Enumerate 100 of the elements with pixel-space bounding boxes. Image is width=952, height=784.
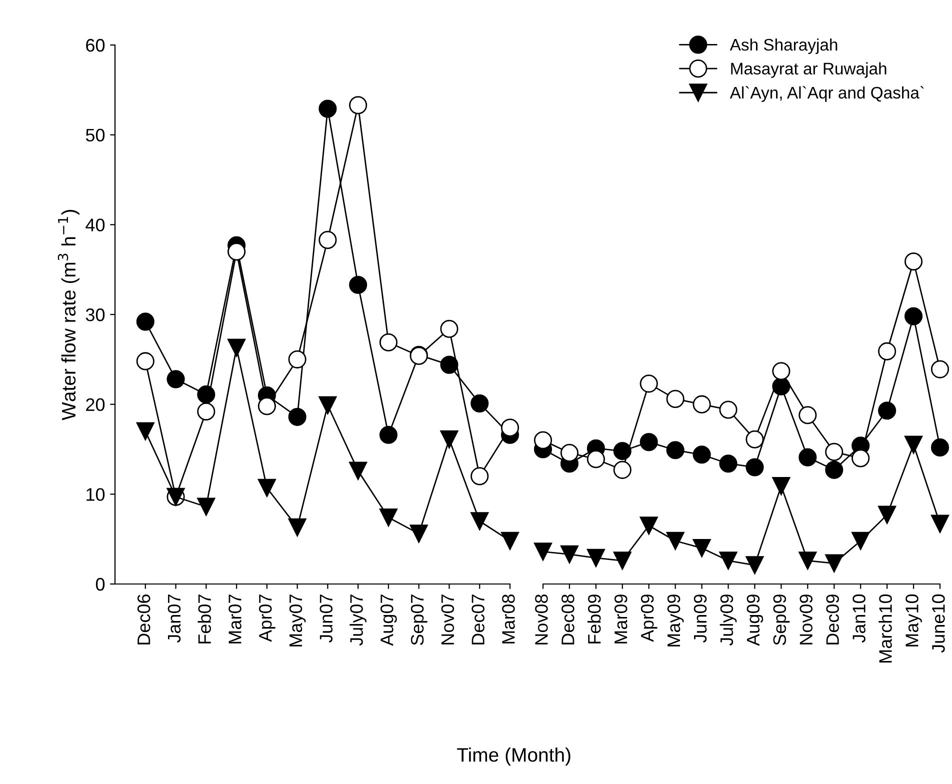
point [318, 396, 337, 414]
point [692, 446, 711, 464]
point [825, 460, 844, 479]
point [878, 402, 896, 420]
point [258, 478, 276, 497]
x-axis-title: Time (Month) [457, 747, 570, 766]
point [746, 556, 764, 574]
point [640, 433, 658, 452]
y-tick-label: 60 [86, 38, 105, 52]
point [288, 408, 306, 426]
point [288, 518, 306, 536]
point [692, 395, 711, 414]
point [825, 554, 844, 572]
x-tick-label: Apr09 [640, 594, 658, 642]
point [692, 539, 711, 558]
x-tick-label: Aug07 [380, 594, 397, 646]
point [228, 338, 246, 357]
legend-label: Al`Ayn, Al`Aqr and Qasha` [730, 86, 924, 102]
point [534, 431, 552, 450]
x-tick-label: Nov09 [800, 594, 813, 644]
point [197, 385, 216, 404]
point [318, 100, 337, 118]
point [798, 406, 817, 424]
legend-label: Masayrat ar Ruwajah [731, 62, 886, 78]
point [560, 444, 578, 462]
y-tick-label: 50 [86, 128, 105, 142]
x-tick-label: Apr07 [258, 594, 276, 642]
point [410, 524, 428, 543]
point [288, 350, 306, 368]
point [349, 276, 368, 294]
x-tick-label: June10 [932, 594, 945, 653]
x-tick-label: Dec08 [562, 594, 574, 644]
point [500, 532, 520, 550]
point [666, 532, 684, 550]
point [136, 312, 154, 331]
x-tick-label: Jun07 [320, 594, 333, 643]
x-tick-label: Dec07 [472, 594, 484, 644]
point [719, 552, 738, 570]
point [640, 516, 658, 535]
x-tick-label: Jan10 [852, 594, 866, 643]
x-tick-label: Dec06 [137, 594, 150, 644]
x-tick-label: May07 [289, 594, 306, 646]
point [904, 436, 923, 454]
y-tick-label: 10 [86, 488, 105, 501]
point [798, 448, 817, 466]
x-tick-label: Dec09 [826, 594, 839, 644]
point [440, 356, 458, 374]
y-tick-label: 30 [86, 308, 105, 322]
point [560, 545, 578, 564]
legend-label: Ash Sharayjah [730, 38, 838, 54]
x-tick-label: Nov08 [535, 594, 548, 644]
y-tick-label: 20 [86, 398, 105, 412]
y-tick-label: 0 [96, 578, 105, 591]
x-tick-label: Mar09 [614, 594, 628, 644]
y-axis-title: Water flow rate (m$^{3}$ h$^{−1}$) [58, 210, 80, 420]
point [930, 514, 950, 533]
point [904, 307, 923, 326]
x-tick-label: Jun09 [694, 594, 707, 643]
point [166, 370, 185, 388]
point [666, 441, 684, 460]
y-tick-label: 40 [86, 218, 105, 232]
x-tick-label: March10 [878, 594, 892, 662]
point [613, 552, 632, 570]
point [197, 498, 216, 516]
point [470, 512, 489, 530]
point [852, 449, 870, 468]
point [586, 548, 605, 567]
x-tick-label: Mar07 [228, 594, 242, 644]
x-tick-label: Sep07 [410, 594, 428, 646]
x-tick-label: July07 [350, 594, 366, 646]
point [719, 400, 738, 419]
point [719, 454, 738, 473]
x-tick-label: May10 [906, 594, 922, 646]
point [500, 418, 520, 437]
x-tick-label: July09 [720, 594, 737, 646]
point [930, 438, 950, 456]
point [470, 394, 489, 412]
point [772, 477, 790, 496]
point [746, 458, 764, 476]
point [349, 462, 368, 480]
x-tick-label: Aug09 [746, 594, 764, 646]
point [534, 542, 552, 561]
point [440, 430, 458, 448]
point [798, 552, 817, 570]
point [379, 508, 398, 527]
x-tick-label: Feb07 [198, 594, 211, 644]
point [613, 442, 632, 460]
point [586, 450, 605, 468]
point [228, 242, 246, 261]
x-tick-label: Nov07 [441, 594, 454, 644]
x-tick-label: Mar08 [502, 594, 515, 644]
x-tick-label: Jan07 [168, 594, 181, 643]
point [379, 426, 398, 444]
point [852, 532, 870, 550]
x-tick-label: Sep09 [773, 594, 790, 646]
point [825, 442, 844, 461]
x-tick-label: May09 [667, 594, 684, 646]
point [258, 397, 276, 416]
point [878, 506, 896, 524]
point [136, 422, 154, 440]
